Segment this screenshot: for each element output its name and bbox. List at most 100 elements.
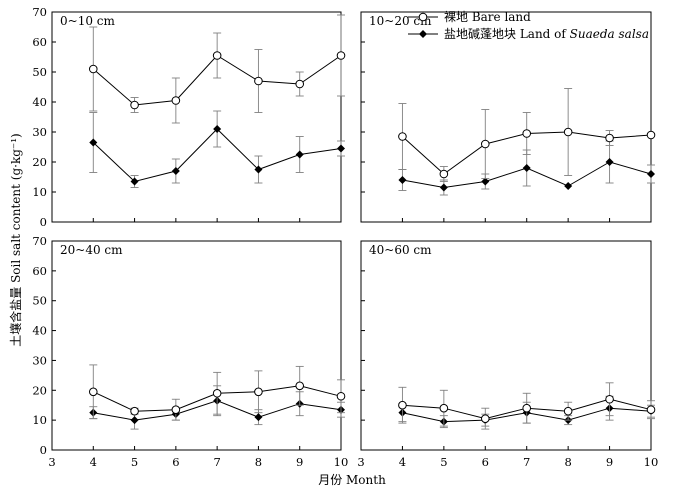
x-tick-label: 5 [131, 455, 138, 469]
y-tick-label: 0 [40, 215, 47, 229]
x-tick-label: 6 [172, 455, 179, 469]
data-point [439, 169, 449, 179]
panel-2: 10~20 cm [360, 11, 656, 223]
series-bare-land [88, 364, 346, 421]
panel-label: 40~60 cm [369, 243, 432, 257]
series-suaeda-salsa [89, 110, 345, 188]
y-tick-label: 20 [32, 155, 47, 169]
panel-3: 0 10 20 30 40 50 60 70 3 4 5 6 7 8 9 10 20~40 cm [32, 234, 348, 469]
x-tick-label: 10 [644, 455, 659, 469]
plot-frame [51, 240, 342, 451]
data-point [213, 125, 222, 133]
x-tick-label: 9 [606, 455, 613, 469]
y-tick-label: 40 [32, 95, 47, 109]
legend-label-bare-land: 裸地 Bare land [444, 9, 531, 24]
y-tick-label: 10 [32, 413, 47, 427]
data-point [564, 182, 573, 190]
y-tick-label: 50 [32, 65, 47, 79]
data-point [254, 387, 263, 397]
data-point [295, 150, 304, 159]
y-tick-label: 60 [32, 264, 47, 278]
y-tick-label: 0 [40, 443, 47, 457]
data-point [171, 96, 181, 105]
y-tick-label: 70 [32, 5, 47, 19]
y-axis-title: 土壤含盐量 Soil salt content (g·kg⁻¹) [8, 133, 23, 346]
data-point [171, 167, 180, 175]
legend: 裸地 Bare land 盐地碱蓬地块 Land of Suaeda salsa [408, 9, 649, 41]
x-tick-label: 8 [255, 455, 262, 469]
panel-label: 20~40 cm [60, 243, 123, 257]
legend-marker-open-circle [418, 12, 428, 22]
data-point [171, 405, 181, 414]
y-tick-label: 10 [32, 185, 47, 199]
data-point [295, 381, 305, 391]
data-point [88, 64, 98, 74]
series-bare-land [398, 88, 656, 182]
data-point [254, 413, 263, 422]
data-point [89, 138, 98, 147]
data-point [295, 79, 305, 89]
series-bare-land [398, 382, 656, 430]
data-point [130, 100, 139, 110]
data-point [88, 387, 98, 397]
y-tick-label: 20 [32, 383, 47, 397]
y-tick-label: 40 [32, 324, 47, 338]
data-point [563, 127, 573, 137]
data-point [398, 132, 407, 141]
data-point [647, 170, 655, 178]
data-point [646, 130, 656, 140]
y-tick-label: 60 [32, 35, 47, 49]
data-point [481, 177, 490, 186]
panel-label: 0~10 cm [60, 14, 115, 28]
data-point [605, 133, 614, 143]
x-tick-label: 3 [48, 455, 55, 469]
panel-4: 3 4 5 6 7 8 9 10 40~60 cm [357, 240, 659, 469]
data-point [522, 129, 532, 138]
data-point [130, 177, 139, 186]
data-point [605, 394, 614, 404]
data-point [398, 176, 407, 184]
data-point [605, 158, 614, 166]
x-tick-label: 3 [357, 455, 364, 469]
x-tick-label: 9 [296, 455, 303, 469]
data-point [563, 406, 573, 416]
x-tick-label: 6 [482, 455, 489, 469]
x-tick-label: 5 [440, 455, 447, 469]
data-point [439, 403, 449, 413]
data-point [130, 416, 139, 425]
data-point [254, 76, 263, 86]
y-tick-label: 70 [32, 234, 47, 248]
data-point [337, 144, 345, 153]
data-point [212, 51, 222, 60]
plot-frame [360, 240, 652, 451]
data-point [522, 403, 532, 413]
y-tick-label: 50 [32, 294, 47, 308]
legend-label-species: Suaeda salsa [570, 27, 649, 41]
x-tick-label: 7 [213, 455, 220, 469]
legend-label-prefix: 盐地碱蓬地块 Land of [444, 27, 570, 41]
data-point [336, 391, 346, 401]
data-point [522, 164, 531, 172]
x-tick-label: 4 [399, 455, 406, 469]
x-axis-title: 月份 Month [318, 473, 386, 487]
data-point [336, 51, 346, 60]
data-point [480, 139, 490, 149]
y-tick-label: 30 [32, 125, 47, 139]
series-bare-land [88, 14, 346, 124]
data-point [398, 400, 407, 410]
panel-1: 0 10 20 30 40 50 60 70 0~10 cm [32, 5, 346, 229]
series-suaeda-salsa [398, 140, 655, 196]
data-point [212, 388, 222, 398]
legend-label-suaeda-salsa: 盐地碱蓬地块 Land of Suaeda salsa [444, 27, 649, 41]
x-tick-label: 10 [334, 455, 349, 469]
data-point [480, 414, 490, 423]
data-point [130, 406, 139, 416]
x-tick-label: 8 [564, 455, 571, 469]
data-point [254, 165, 263, 174]
data-point [646, 405, 656, 414]
x-tick-label: 7 [523, 455, 530, 469]
y-tick-label: 30 [32, 353, 47, 367]
x-tick-label: 4 [90, 455, 97, 469]
plot-frame [360, 11, 652, 223]
